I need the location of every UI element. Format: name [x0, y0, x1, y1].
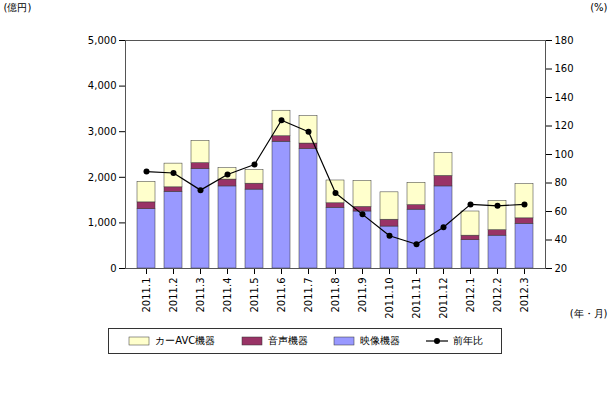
svg-text:2012.2: 2012.2	[492, 278, 503, 313]
svg-text:40: 40	[555, 234, 568, 245]
html-text:前年比: 前年比	[452, 335, 483, 346]
svg-text:1,000: 1,000	[88, 217, 117, 228]
svg-text:2011.11: 2011.11	[411, 278, 422, 319]
html-text:映像機器: 映像機器	[360, 335, 401, 346]
svg-text:120: 120	[555, 120, 574, 131]
svg-text:140: 140	[555, 92, 574, 103]
svg-text:2,000: 2,000	[88, 172, 117, 183]
svg-text:2011.2: 2011.2	[168, 278, 179, 313]
svg-text:2011.10: 2011.10	[384, 278, 395, 319]
svg-text:2011.6: 2011.6	[276, 278, 287, 313]
svg-text:(年・月): (年・月)	[570, 308, 608, 319]
svg-text:100: 100	[555, 149, 574, 160]
svg-text:0: 0	[110, 263, 116, 274]
svg-text:(%): (%)	[590, 2, 607, 13]
svg-text:60: 60	[555, 206, 568, 217]
svg-text:5,000: 5,000	[88, 35, 117, 46]
svg-text:2011.4: 2011.4	[222, 278, 233, 313]
svg-text:80: 80	[555, 177, 568, 188]
svg-text:(億円): (億円)	[4, 2, 32, 13]
svg-text:4,000: 4,000	[88, 80, 117, 91]
svg-text:2011.7: 2011.7	[303, 278, 314, 313]
svg-text:180: 180	[555, 35, 574, 46]
svg-text:2011.1: 2011.1	[141, 278, 152, 313]
svg-text:3,000: 3,000	[88, 126, 117, 137]
svg-text:20: 20	[555, 263, 568, 274]
svg-text:2011.5: 2011.5	[249, 278, 260, 313]
svg-text:160: 160	[555, 63, 574, 74]
svg-text:2012.3: 2012.3	[519, 278, 530, 313]
svg-text:2011.9: 2011.9	[357, 278, 368, 313]
svg-text:2011.8: 2011.8	[330, 278, 341, 313]
html-text:音声機器: 音声機器	[267, 335, 308, 346]
html-text:カーAVC機器: カーAVC機器	[155, 335, 216, 346]
svg-text:2011.12: 2011.12	[438, 278, 449, 319]
svg-text:2011.3: 2011.3	[195, 278, 206, 313]
svg-text:2012.1: 2012.1	[465, 278, 476, 313]
